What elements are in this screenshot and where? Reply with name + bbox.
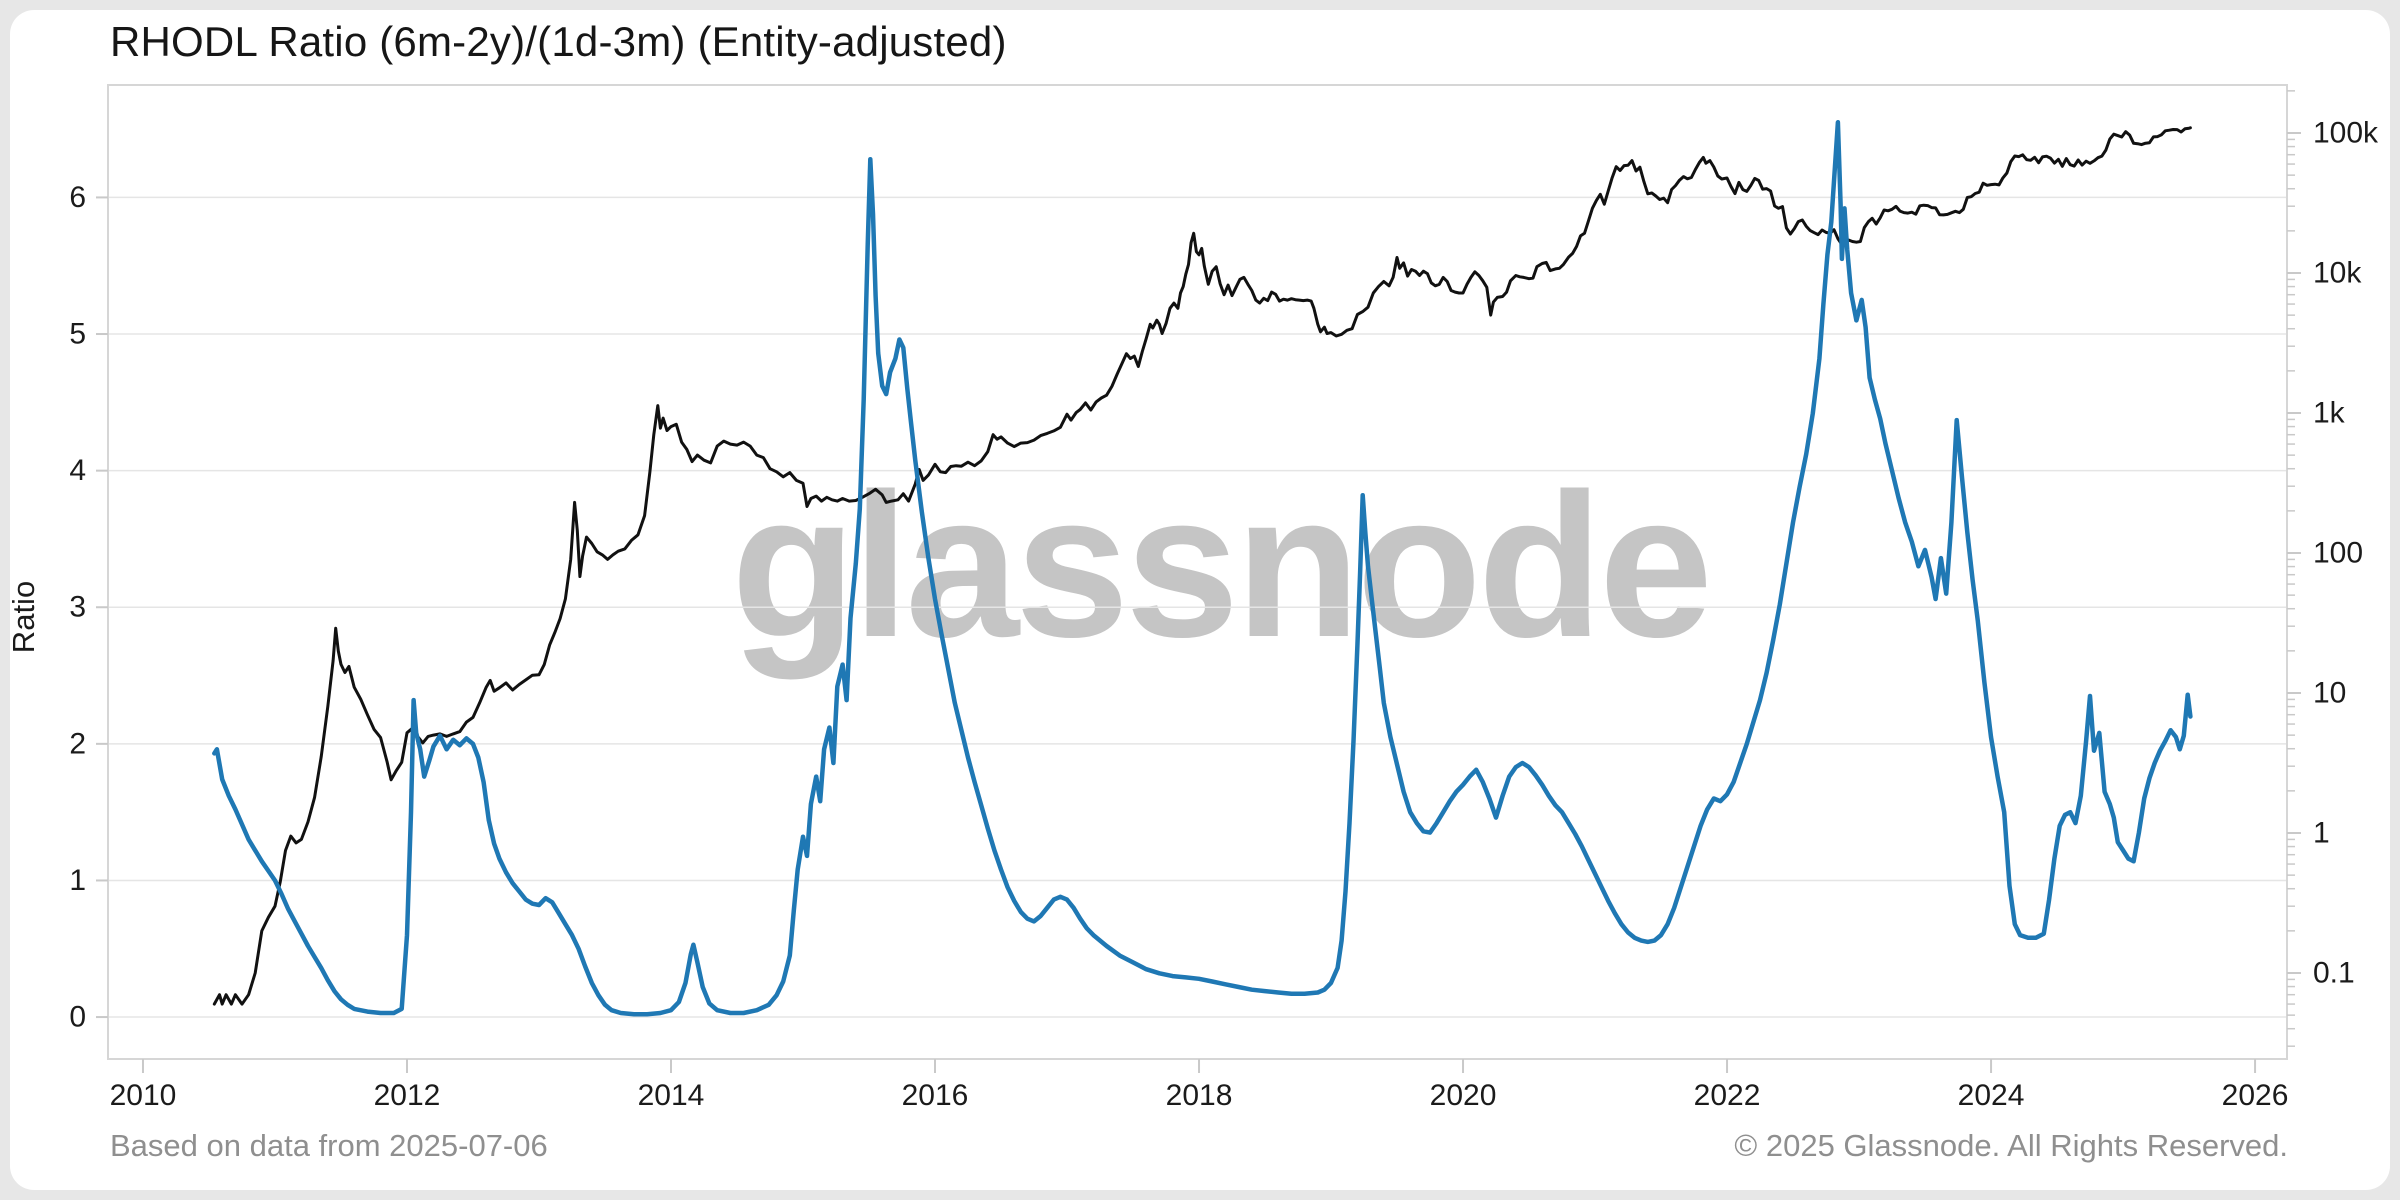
x-axis: 2010 2012 2014 2016 2018 2020 2022 2024 2026 <box>110 1059 2289 1112</box>
data-source-note: Based on data from 2025-07-06 <box>110 1128 548 1163</box>
x-axis-tick-label: 2016 <box>902 1079 969 1112</box>
price-series-line <box>212 126 2192 1006</box>
left-axis-tick-label: 0 <box>69 1001 86 1034</box>
left-axis-tick-label: 1 <box>69 864 86 897</box>
copyright-note: © 2025 Glassnode. All Rights Reserved. <box>1734 1128 2288 1163</box>
right-axis: 0.1 1 10 100 1k 10k 100k <box>2287 90 2379 1047</box>
x-axis-tick-label: 2010 <box>110 1079 177 1112</box>
left-axis-tick-label: 5 <box>69 318 86 351</box>
x-axis-tick-label: 2014 <box>638 1079 705 1112</box>
left-axis-tick-label: 2 <box>69 727 86 760</box>
right-axis-tick-label: 1k <box>2313 397 2346 430</box>
right-axis-tick-label: 10 <box>2313 677 2346 710</box>
right-axis-tick-label: 10k <box>2313 257 2362 290</box>
left-axis-title: Ratio <box>6 581 41 653</box>
chart-title: RHODL Ratio (6m-2y)/(1d-3m) (Entity-adju… <box>110 18 1007 65</box>
x-axis-tick-label: 2022 <box>1694 1079 1761 1112</box>
chart-card <box>10 10 2390 1190</box>
right-axis-tick-label: 0.1 <box>2313 956 2355 989</box>
right-axis-tick-label: 100k <box>2313 117 2379 150</box>
x-axis-tick-label: 2024 <box>1958 1079 2025 1112</box>
gridlines <box>108 196 2287 1018</box>
x-axis-tick-label: 2020 <box>1430 1079 1497 1112</box>
left-axis: 0 1 2 3 4 5 6 Ratio <box>6 181 108 1034</box>
ratio-series-line <box>212 120 2193 1017</box>
left-axis-tick-label: 6 <box>69 181 86 214</box>
x-axis-tick-label: 2026 <box>2222 1079 2289 1112</box>
right-axis-tick-label: 100 <box>2313 537 2363 570</box>
right-axis-tick-label: 1 <box>2313 816 2330 849</box>
plot-border <box>107 84 2288 1060</box>
x-axis-tick-label: 2018 <box>1166 1079 1233 1112</box>
left-axis-tick-label: 4 <box>69 454 86 487</box>
x-axis-tick-label: 2012 <box>374 1079 441 1112</box>
left-axis-tick-label: 3 <box>69 591 86 624</box>
